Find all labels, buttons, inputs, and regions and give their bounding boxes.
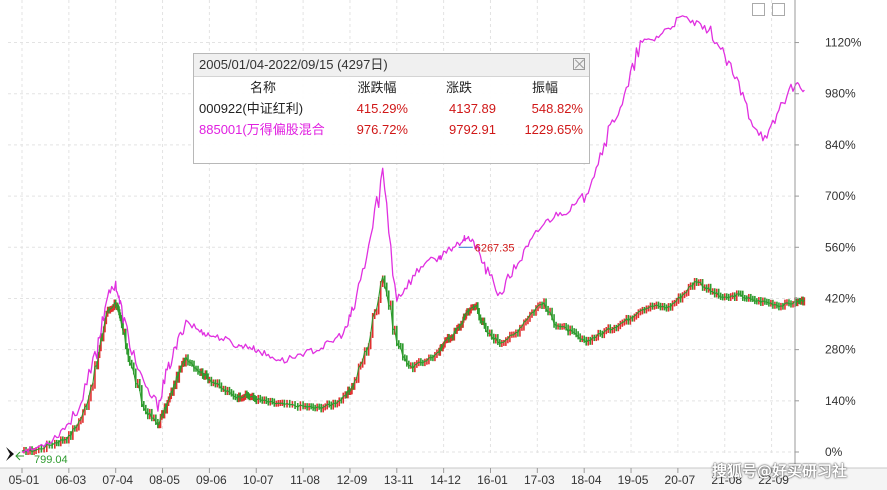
row-amp: 1229.65% — [524, 122, 583, 137]
legend-header-row: 名称 涨跌幅 涨跌 振幅 — [194, 77, 589, 98]
legend-title: 2005/01/04-2022/09/15 (4297日) — [199, 57, 388, 72]
x-tick-label: 06-03 — [55, 473, 86, 487]
watermark-text: 搜狐号@好买研习社 — [712, 462, 848, 480]
x-axis-band — [0, 468, 887, 490]
row-chg: 9792.91 — [449, 122, 496, 137]
x-tick-label: 08-05 — [149, 473, 180, 487]
x-tick-label: 20-07 — [665, 473, 696, 487]
y-tick-label: 700% — [825, 189, 856, 203]
x-tick-label: 17-03 — [524, 473, 555, 487]
x-tick-label: 09-06 — [196, 473, 227, 487]
header-chg: 涨跌 — [445, 80, 472, 95]
start-arrow-icon — [6, 447, 14, 461]
row-name: 885001(万得偏股混合 — [199, 122, 325, 137]
series-line-dividend — [21, 276, 805, 453]
x-tick-label: 22-09 — [758, 473, 789, 487]
x-tick-label: 12-09 — [337, 473, 368, 487]
x-tick-label: 16-01 — [477, 473, 508, 487]
x-tick-label: 07-04 — [102, 473, 133, 487]
row-chg: 4137.89 — [449, 101, 496, 116]
x-tick-label: 13-11 — [384, 473, 414, 487]
y-tick-label: 140% — [825, 394, 856, 408]
start-marker — [15, 451, 24, 461]
x-tick-label: 18-04 — [571, 473, 602, 487]
row-pct: 415.29% — [356, 101, 408, 116]
y-tick-label: 280% — [825, 343, 856, 357]
annotation-layer: 6267.35 799.04 — [6, 242, 514, 466]
x-tick-label: 11-08 — [290, 473, 320, 487]
header-name: 名称 — [250, 80, 277, 95]
y-tick-label: 560% — [825, 240, 856, 254]
y-tick-label: 420% — [825, 291, 856, 305]
grid-lines — [8, 0, 795, 456]
y-tick-label: 980% — [825, 87, 856, 101]
series-line-equity-fund — [22, 15, 805, 453]
series-layer — [21, 15, 806, 455]
legend-panel: 2005/01/04-2022/09/15 (4297日) 名称 涨跌幅 涨跌 … — [193, 53, 590, 164]
peak-label: 6267.35 — [475, 242, 515, 254]
row-amp: 548.82% — [531, 101, 583, 116]
y-tick-label: 840% — [825, 138, 856, 152]
legend-row-dividend[interactable]: 000922(中证红利) 415.29% 4137.89 548.82% — [194, 98, 589, 119]
y-tick-label: 0% — [825, 445, 843, 459]
y-tick-label: 1120% — [825, 36, 862, 50]
x-tick-label: 05-01 — [9, 473, 40, 487]
header-pct: 涨跌幅 — [357, 80, 397, 95]
legend-title-bar: 2005/01/04-2022/09/15 (4297日) — [194, 54, 589, 77]
row-pct: 976.72% — [356, 122, 408, 137]
header-amp: 振幅 — [531, 80, 558, 95]
row-name: 000922(中证红利) — [199, 101, 304, 116]
x-tick-label: 19-05 — [618, 473, 649, 487]
x-tick-label: 21-08 — [711, 473, 742, 487]
legend-row-equity-fund[interactable]: 885001(万得偏股混合 976.72% 9792.91 1229.65% — [194, 119, 589, 140]
x-tick-label: 10-07 — [243, 473, 274, 487]
restore-button[interactable] — [752, 3, 765, 16]
close-chart-button[interactable] — [772, 3, 785, 16]
dividend-candles — [23, 275, 806, 455]
x-tick-label: 14-12 — [430, 473, 461, 487]
start-label: 799.04 — [34, 454, 68, 466]
legend-close-icon[interactable] — [573, 58, 585, 70]
